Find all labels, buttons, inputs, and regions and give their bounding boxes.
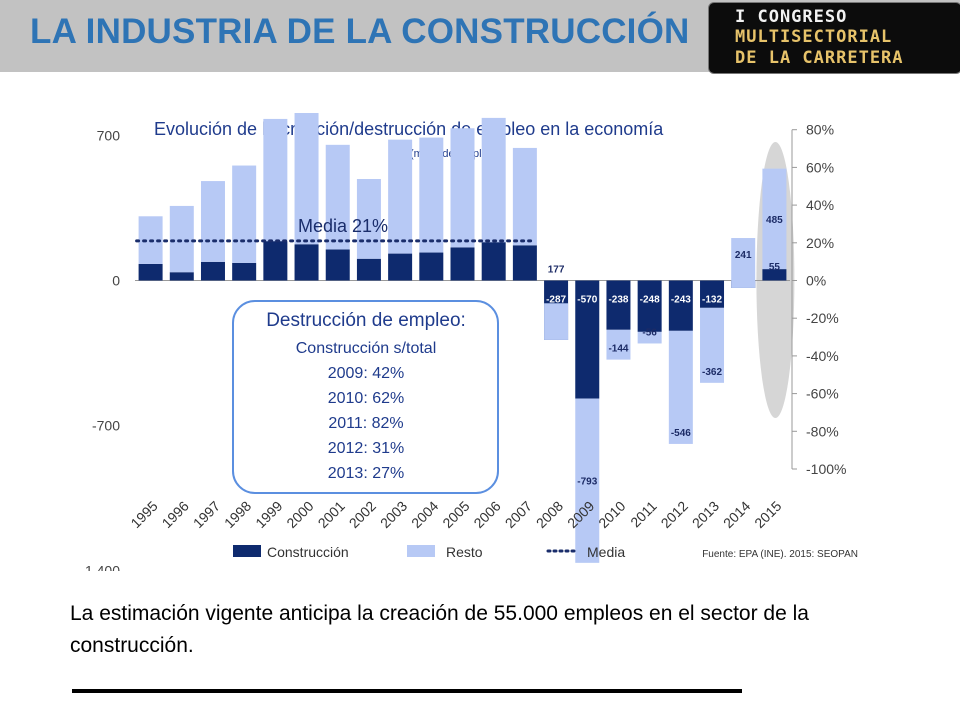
right-axis-tick-label: 80% — [806, 122, 834, 138]
data-label-2014: -36 — [736, 295, 751, 306]
legend-construccion-swatch — [233, 545, 261, 557]
right-axis-tick-label: -40% — [806, 348, 839, 364]
bar-resto-2001 — [325, 144, 350, 250]
annotation-line: 2013: 27% — [328, 465, 405, 482]
data-label-2010: -238 — [608, 295, 628, 306]
bar-construccion-2015 — [762, 269, 787, 281]
annotation-line: 2010: 62% — [328, 390, 405, 407]
right-axis-tick-label: -80% — [806, 423, 839, 439]
media-label: Media 21% — [298, 216, 388, 236]
bar-resto-2002 — [356, 179, 381, 259]
bar-resto-2011 — [637, 331, 662, 344]
data-label-2012: -546 — [671, 428, 691, 439]
bar-construccion-2007 — [512, 245, 537, 281]
bar-construccion-2001 — [325, 249, 350, 281]
left-axis-tick-label: 700 — [97, 128, 121, 144]
legend-resto-swatch — [407, 545, 435, 557]
bar-resto-2014 — [731, 238, 756, 288]
data-label-2014: 241 — [735, 250, 752, 261]
annotation-line: 2011: 82% — [328, 415, 403, 432]
bar-construccion-2006 — [481, 242, 506, 281]
logo-line-3: DE LA CARRETERA — [735, 48, 904, 68]
annotation-box — [232, 300, 499, 494]
bar-resto-1999 — [263, 118, 288, 242]
annotation-line: 2012: 31% — [328, 440, 405, 457]
bar-resto-1996 — [169, 205, 194, 273]
logo-line-2: MULTISECTORIAL — [735, 27, 893, 47]
data-label-2008: 177 — [548, 265, 565, 276]
left-axis-tick-label: -700 — [92, 418, 120, 434]
bar-resto-2006 — [481, 117, 506, 243]
data-label-2013: -132 — [702, 295, 722, 306]
annotation-line: Construcción s/total — [296, 340, 437, 357]
divider-line — [72, 689, 742, 693]
data-label-2008: -287 — [546, 295, 566, 306]
bar-resto-2009 — [575, 398, 600, 563]
bar-resto-2000 — [294, 113, 319, 245]
data-label-2011: -56 — [642, 327, 657, 338]
right-axis-tick-label: 20% — [806, 235, 834, 251]
bar-construccion-2003 — [388, 253, 413, 281]
data-label-2009: -793 — [577, 477, 597, 488]
bar-resto-1998 — [232, 165, 257, 263]
annotation-line: 2009: 42% — [328, 365, 405, 382]
right-axis-tick-label: -100% — [806, 461, 846, 477]
data-label-2015: 485 — [766, 215, 783, 226]
legend-construccion-label: Construcción — [267, 544, 349, 560]
legend-resto-label: Resto — [446, 544, 483, 560]
data-label-2010: -144 — [608, 344, 628, 355]
congress-logo: I CONGRESO MULTISECTORIAL DE LA CARRETER… — [708, 2, 960, 74]
slide-title: LA INDUSTRIA DE LA CONSTRUCCIÓN — [30, 12, 690, 51]
data-label-2015: 55 — [769, 262, 781, 273]
data-label-2012: -243 — [671, 295, 691, 306]
bar-resto-2007 — [512, 147, 537, 246]
bar-construccion-2011 — [637, 280, 662, 332]
bar-construccion-2004 — [419, 252, 444, 281]
bar-construccion-2010 — [606, 280, 631, 330]
data-label-2009: -570 — [577, 295, 597, 306]
bar-construccion-1998 — [232, 262, 257, 281]
chart-source: Fuente: EPA (INE). 2015: SEOPAN — [702, 549, 858, 560]
bar-construccion-1995 — [138, 263, 163, 281]
data-label-2011: -248 — [640, 295, 660, 306]
bar-construccion-1996 — [169, 272, 194, 281]
bar-resto-1997 — [200, 181, 225, 262]
right-axis-tick-label: -20% — [806, 310, 839, 326]
bar-resto-2004 — [419, 137, 444, 253]
chart-svg: Evolución de la creación/destrucción de … — [70, 113, 860, 571]
bar-resto-2005 — [450, 128, 475, 248]
bar-construccion-1999 — [263, 241, 288, 281]
bar-resto-2015 — [762, 168, 787, 270]
caption-text: La estimación vigente anticipa la creaci… — [70, 602, 809, 657]
annotation-title: Destrucción de empleo: — [266, 310, 466, 331]
bar-construccion-2009 — [575, 280, 600, 399]
bar-construccion-1997 — [200, 261, 225, 281]
bar-construccion-2000 — [294, 244, 319, 281]
bar-resto-2013 — [700, 307, 725, 383]
legend-media-label: Media — [587, 544, 625, 560]
bar-resto-2008 — [544, 303, 569, 340]
left-axis-tick-label: -1.400 — [80, 563, 120, 572]
right-axis-tick-label: -60% — [806, 386, 839, 402]
employment-chart: Evolución de la creación/destrucción de … — [70, 113, 860, 571]
data-label-2013: -362 — [702, 367, 722, 378]
bar-construccion-2013 — [700, 280, 725, 308]
right-axis-tick-label: 60% — [806, 159, 834, 175]
right-axis-tick-label: 40% — [806, 197, 834, 213]
right-axis-tick-label: 0% — [806, 273, 826, 289]
bar-resto-2012 — [668, 330, 693, 444]
logo-line-1: I CONGRESO — [735, 7, 848, 27]
left-axis-tick-label: 0 — [112, 273, 120, 289]
bar-construccion-2005 — [450, 247, 475, 281]
bar-construccion-2012 — [668, 280, 693, 331]
bar-resto-2003 — [388, 139, 413, 254]
chart-title: Evolución de la creación/destrucción de … — [154, 119, 664, 139]
bar-resto-2010 — [606, 329, 631, 360]
bar-construccion-2002 — [356, 258, 381, 281]
